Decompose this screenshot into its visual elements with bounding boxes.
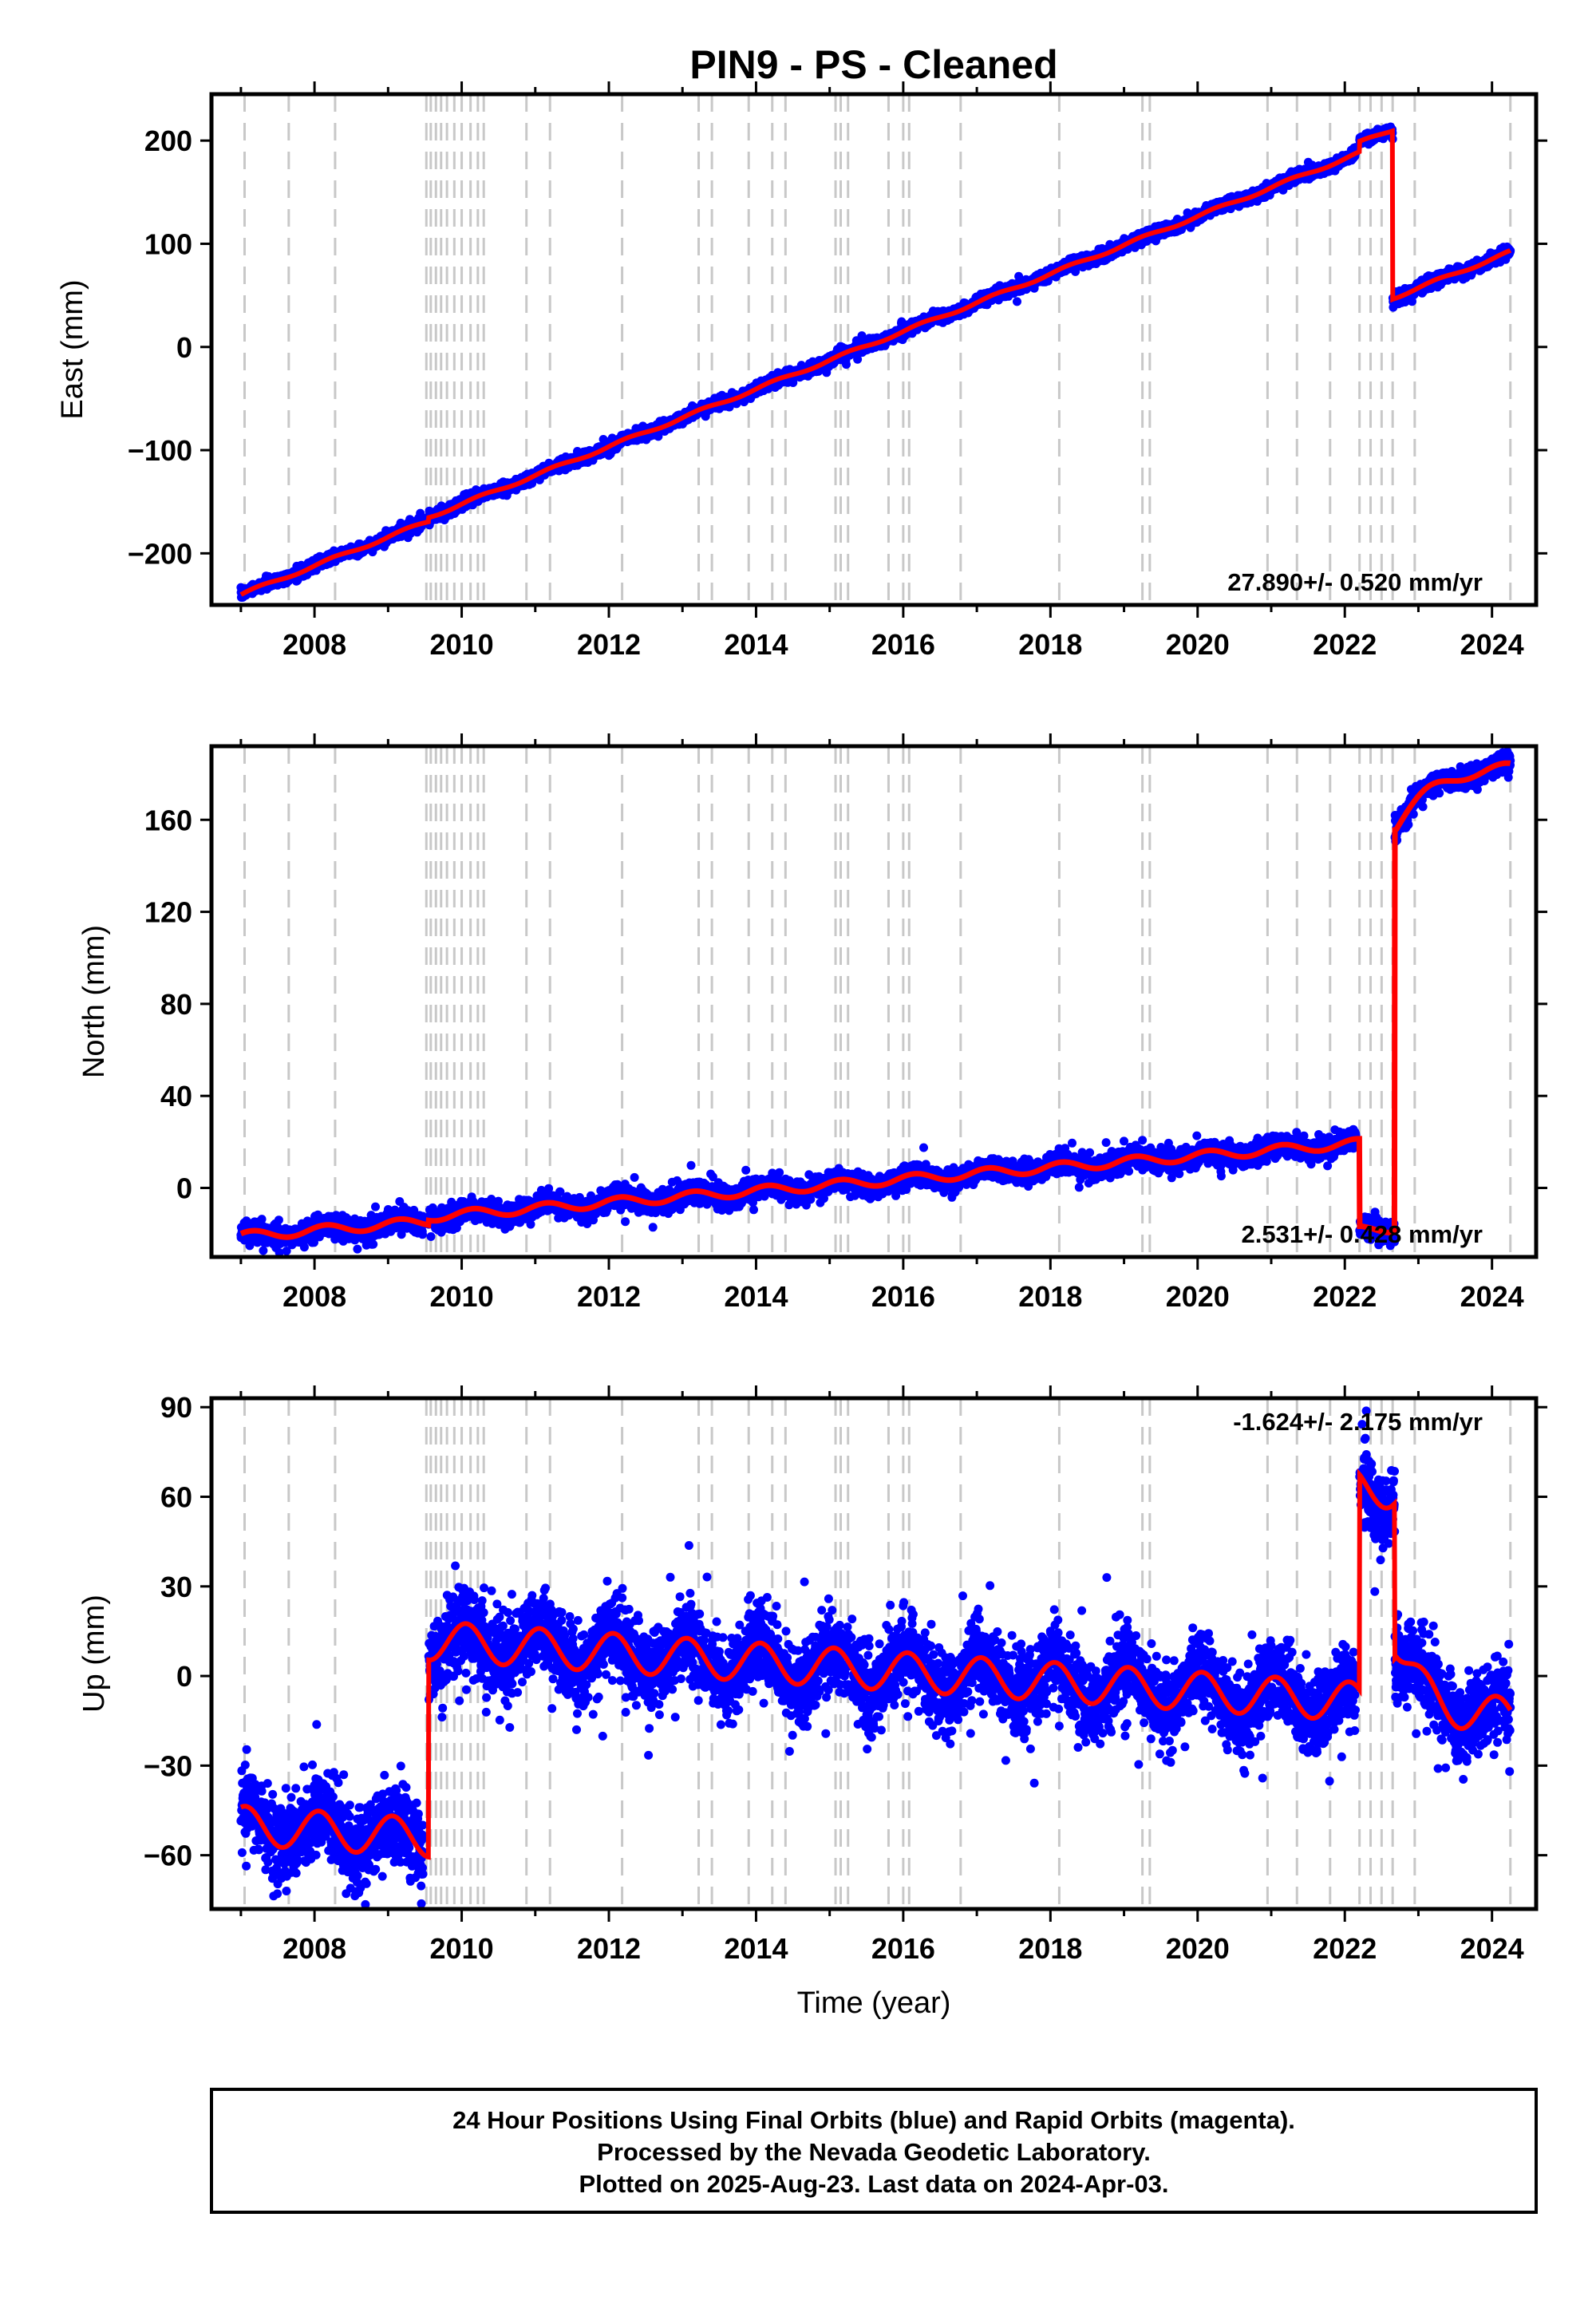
data-point xyxy=(1013,297,1021,306)
chart-title: PIN9 - PS - Cleaned xyxy=(689,42,1057,87)
data-point xyxy=(842,360,851,370)
data-points xyxy=(236,122,1515,602)
